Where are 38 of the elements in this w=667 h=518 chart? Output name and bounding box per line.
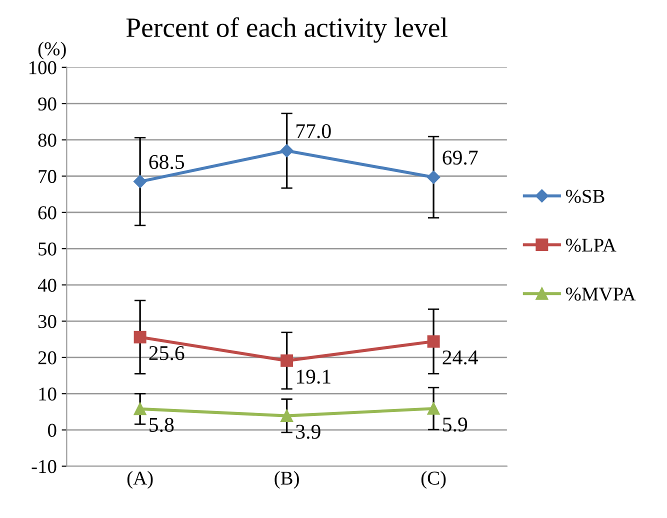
y-tick-label: 100 <box>30 61 56 74</box>
data-label: 77.0 <box>296 124 331 138</box>
chart-title: Percent of each activity level <box>126 17 448 43</box>
data-label: 24.4 <box>442 350 478 365</box>
point <box>427 402 440 415</box>
y-tick-label: 10 <box>39 387 56 401</box>
y-tick-label: -10 <box>32 460 56 474</box>
data-label: 19.1 <box>296 370 330 384</box>
point <box>427 335 440 348</box>
point <box>133 174 147 188</box>
point <box>280 410 294 422</box>
y-tick-label: 60 <box>38 206 56 220</box>
legend-label: %SB <box>566 190 604 203</box>
point <box>280 144 294 158</box>
y-tick-label: 30 <box>38 314 56 328</box>
y-tick-label: 80 <box>38 134 56 147</box>
point <box>280 354 294 367</box>
x-tick-label: (B) <box>274 471 299 489</box>
y-tick-label: 20 <box>38 351 56 364</box>
legend-label: %LPA <box>566 238 616 252</box>
legend-label: %MVPA <box>566 287 636 301</box>
data-label: 25.6 <box>149 346 184 360</box>
y-tick-label: 50 <box>38 242 56 256</box>
data-label: 69.7 <box>442 150 478 165</box>
y-tick-label: 70 <box>38 170 56 184</box>
y-tick-label: 40 <box>38 278 56 292</box>
data-label: 3.9 <box>296 424 320 439</box>
point <box>134 402 146 416</box>
data-label: 68.5 <box>149 154 184 170</box>
point <box>134 330 146 344</box>
point <box>426 170 440 184</box>
y-axis-title: (%) <box>38 42 66 60</box>
data-label: 5.8 <box>150 418 174 432</box>
x-tick-label: (C) <box>421 471 446 489</box>
y-tick-label: 90 <box>38 97 56 111</box>
x-tick-label: (A) <box>127 471 153 489</box>
data-label: 5.9 <box>443 418 468 432</box>
y-tick-label: 0 <box>48 424 56 437</box>
